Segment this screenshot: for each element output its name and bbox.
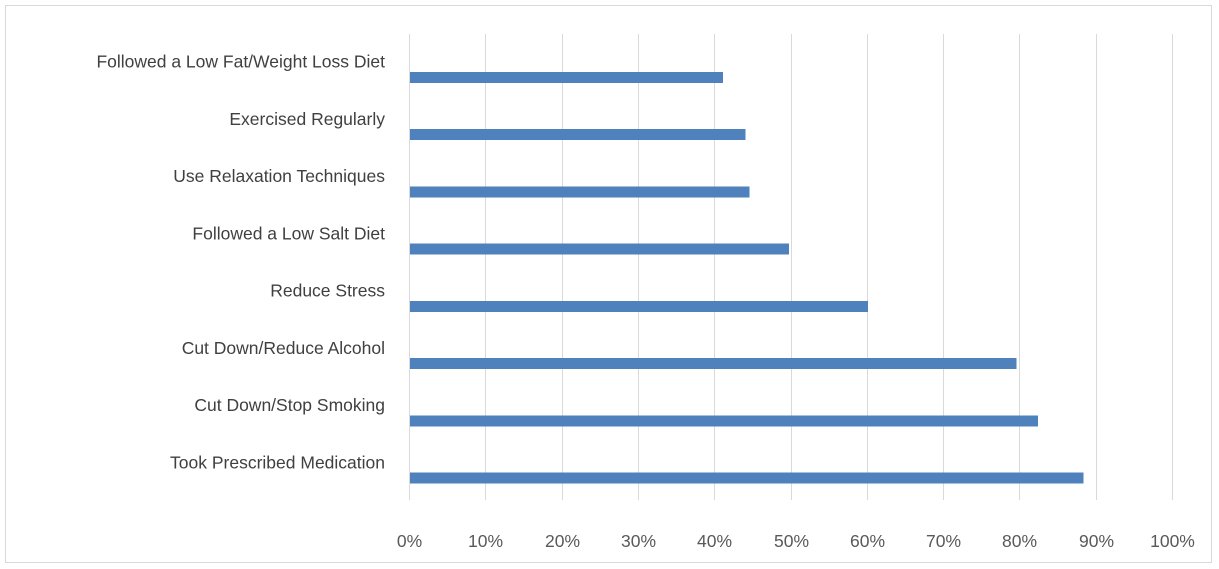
category-label: Cut Down/Stop Smoking (194, 395, 385, 415)
category-label: Reduce Stress (270, 281, 385, 301)
category-label: Use Relaxation Techniques (173, 166, 385, 186)
bar (410, 415, 1038, 427)
x-tick-label: 10% (468, 531, 503, 551)
category-label: Took Prescribed Medication (170, 452, 385, 472)
category-label: Cut Down/Reduce Alcohol (182, 338, 385, 358)
x-tick-label: 60% (850, 531, 885, 551)
category-label: Followed a Low Fat/Weight Loss Diet (96, 52, 385, 72)
bar (410, 186, 750, 198)
bar (410, 472, 1084, 484)
bars (410, 71, 1084, 484)
x-tick-label: 70% (926, 531, 961, 551)
bar (410, 358, 1017, 370)
x-axis-tick-labels: 0% 10% 20% 30% 40% 50% 60% 70% 80% 90% 100% (397, 531, 1195, 551)
bar (410, 300, 868, 312)
gridlines (409, 34, 1173, 500)
x-tick-label: 30% (621, 531, 656, 551)
x-tick-label: 90% (1079, 531, 1114, 551)
x-tick-label: 100% (1150, 531, 1195, 551)
bar (410, 243, 790, 255)
category-label: Followed a Low Salt Diet (192, 223, 385, 243)
x-tick-label: 20% (545, 531, 580, 551)
bar (410, 129, 746, 141)
x-tick-label: 80% (1002, 531, 1037, 551)
category-label: Exercised Regularly (229, 109, 385, 129)
x-tick-label: 40% (697, 531, 732, 551)
bar (410, 71, 723, 83)
x-tick-label: 50% (774, 531, 809, 551)
category-labels: Followed a Low Fat/Weight Loss Diet Exerc… (96, 52, 385, 473)
x-tick-label: 0% (397, 531, 422, 551)
chart-frame (5, 5, 1212, 563)
